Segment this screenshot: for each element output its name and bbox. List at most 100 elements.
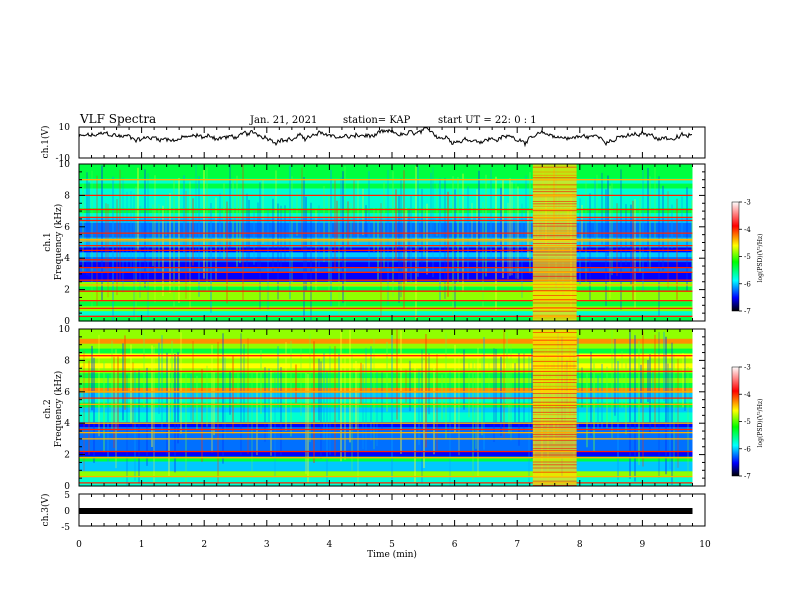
ch2-frequency-ylabel: Frequency (kHz) bbox=[53, 371, 64, 448]
ch2-colorbar-ticks: -3 -4 -5 -6 -7 bbox=[739, 364, 751, 481]
spectrogram-band bbox=[79, 476, 693, 482]
spectrogram-band bbox=[79, 456, 693, 463]
colorbar-tick-label: -3 bbox=[744, 364, 751, 372]
spectrogram-band bbox=[79, 422, 693, 428]
spectrogram-band bbox=[79, 276, 693, 283]
ch1-colorbar: -3 -4 -5 -6 -7 log(PSD)(V²/Hz) bbox=[731, 199, 764, 316]
ch3-wave-tick-bottom: -5 bbox=[61, 523, 70, 533]
start-ut-label: start UT = 22: 0 : 1 bbox=[438, 115, 537, 126]
spectrogram-band bbox=[79, 178, 693, 185]
time-tick-label: 5 bbox=[389, 540, 395, 550]
colorbar-tick-label: -7 bbox=[744, 473, 751, 481]
frequency-tick-label: 0 bbox=[64, 317, 70, 327]
spectrogram-band bbox=[79, 262, 693, 268]
ch2-colorbar-scale bbox=[731, 366, 740, 477]
station-label: station= KAP bbox=[343, 115, 411, 126]
spectrogram-band bbox=[79, 271, 693, 278]
colorbar-tick-label: -5 bbox=[744, 418, 751, 426]
ch2-frequency-ticks: 0 2 4 6 8 10 bbox=[59, 325, 705, 492]
ch3-wave-tick-middle: 0 bbox=[64, 507, 70, 517]
spectrogram-band bbox=[79, 383, 693, 389]
time-tick-label: 10 bbox=[699, 540, 711, 550]
spectrogram-band bbox=[79, 301, 693, 307]
spectrogram-band bbox=[79, 387, 693, 394]
spectrogram-band bbox=[79, 373, 693, 379]
ch2-spectrogram-panel: 0 2 4 6 8 10 ch.2 Frequency (kHz) bbox=[43, 325, 706, 492]
ch3-waveform-ylabel: ch.3(V) bbox=[40, 494, 51, 527]
ch3-waveform-trace bbox=[79, 508, 693, 514]
ch1-waveform-trace bbox=[78, 127, 693, 148]
ch2-colorbar-label: log(PSD)(V²/Hz) bbox=[757, 399, 764, 448]
spectrogram-band bbox=[79, 363, 693, 369]
colorbar-tick-label: -5 bbox=[744, 253, 751, 261]
spectrogram-band bbox=[79, 286, 693, 293]
frequency-tick-label: 10 bbox=[59, 325, 71, 335]
spectrogram-band bbox=[79, 208, 693, 214]
time-tick-label: 6 bbox=[452, 540, 458, 550]
frequency-tick-label: 8 bbox=[64, 356, 70, 366]
spectrogram-band bbox=[79, 343, 693, 350]
colorbar-tick-label: -6 bbox=[744, 280, 751, 288]
frequency-tick-label: 10 bbox=[59, 160, 71, 170]
spectrogram-band bbox=[79, 296, 693, 302]
frequency-tick-label: 6 bbox=[64, 388, 70, 398]
ch3-waveform-panel: 5 0 -5 ch.3(V) bbox=[40, 491, 706, 533]
spectrogram-band bbox=[79, 252, 693, 258]
time-tick-label: 7 bbox=[514, 540, 520, 550]
frequency-tick-label: 8 bbox=[64, 191, 70, 201]
spectrogram-band bbox=[79, 392, 693, 399]
spectrogram-band bbox=[79, 338, 693, 345]
ch1-spectrogram-ylabel: ch.1 bbox=[43, 232, 53, 251]
ch1-wave-tick-top: 10 bbox=[59, 123, 71, 133]
ch3-wave-tick-top: 5 bbox=[64, 491, 70, 501]
ch1-waveform-ylabel: ch.1(V) bbox=[40, 126, 51, 159]
spectrogram-band bbox=[79, 481, 693, 487]
time-tick-label: 4 bbox=[327, 540, 333, 550]
spectrogram-band bbox=[79, 329, 693, 335]
spectrogram-band bbox=[79, 471, 693, 477]
ch1-wave-tick-bottom: -10 bbox=[56, 154, 71, 164]
time-tick-label: 0 bbox=[76, 540, 82, 550]
time-tick-label: 9 bbox=[640, 540, 646, 550]
spectrogram-band bbox=[79, 461, 693, 467]
ch2-spectrogram-image bbox=[78, 328, 693, 487]
spectrogram-band bbox=[79, 232, 693, 239]
ch2-spectrogram-ylabel: ch.2 bbox=[43, 399, 53, 418]
spectrogram-band bbox=[79, 311, 693, 317]
spectrogram-band bbox=[79, 378, 693, 384]
spectrogram-band bbox=[79, 451, 693, 458]
spectrogram-band bbox=[79, 213, 693, 219]
ch1-spectrogram-image bbox=[78, 163, 693, 322]
frequency-tick-label: 6 bbox=[64, 223, 70, 233]
spectrogram-band bbox=[79, 417, 693, 423]
colorbar-tick-label: -7 bbox=[744, 308, 751, 316]
spectrogram-band bbox=[79, 168, 693, 175]
frequency-tick-label: 2 bbox=[64, 286, 70, 296]
time-tick-label: 2 bbox=[201, 540, 207, 550]
time-axis-ticks bbox=[78, 127, 706, 526]
frequency-tick-label: 4 bbox=[64, 254, 70, 264]
spectrogram-band bbox=[79, 407, 693, 413]
frequency-tick-label: 2 bbox=[64, 451, 70, 461]
frequency-tick-label: 4 bbox=[64, 419, 70, 429]
spectrogram-band bbox=[79, 446, 693, 453]
ch1-spectrogram-panel: 0 2 4 6 8 10 ch.1 Frequency (kHz) bbox=[43, 160, 706, 327]
spectrogram-band bbox=[79, 402, 693, 409]
spectrogram-band bbox=[79, 291, 693, 298]
colorbar-tick-label: -3 bbox=[744, 199, 751, 207]
ch1-colorbar-label: log(PSD)(V²/Hz) bbox=[757, 234, 764, 283]
spectrogram-band bbox=[79, 198, 693, 204]
time-axis-label: Time (min) bbox=[367, 549, 417, 560]
spectrogram-band bbox=[79, 193, 693, 199]
date-label: Jan. 21, 2021 bbox=[249, 115, 317, 126]
spectrogram-band bbox=[79, 222, 693, 229]
spectrogram-band bbox=[79, 183, 693, 190]
ch1-frequency-ylabel: Frequency (kHz) bbox=[53, 204, 64, 281]
time-tick-label: 1 bbox=[139, 540, 145, 550]
colorbar-tick-label: -4 bbox=[744, 226, 751, 234]
colorbar-tick-label: -4 bbox=[744, 391, 751, 399]
frequency-tick-label: 0 bbox=[64, 482, 70, 492]
spectrogram-band bbox=[79, 267, 693, 273]
spectrogram-band bbox=[79, 432, 693, 438]
